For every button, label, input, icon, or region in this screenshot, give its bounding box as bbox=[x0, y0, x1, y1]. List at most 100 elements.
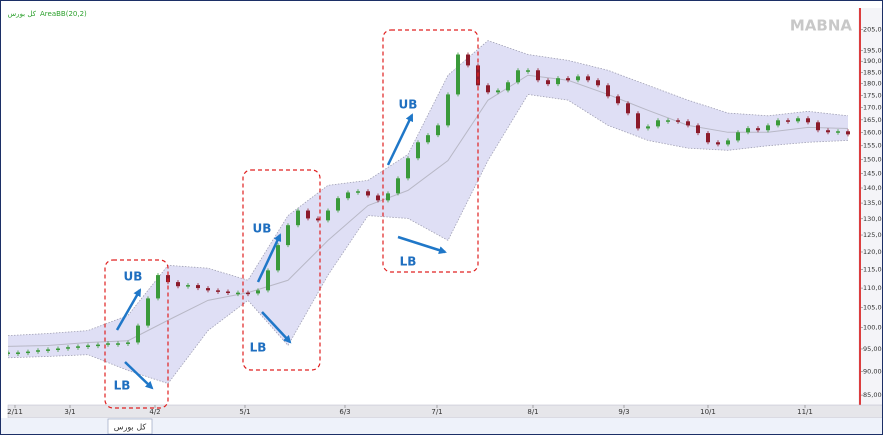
x-tick-label: 5/1 bbox=[239, 408, 250, 416]
plot-layer bbox=[8, 40, 850, 385]
candle bbox=[296, 210, 300, 226]
candle bbox=[816, 122, 820, 131]
candle bbox=[726, 140, 730, 145]
tab-bar bbox=[0, 418, 883, 435]
y-tick-label: 130,000 bbox=[863, 215, 883, 223]
x-tick-label: 2/11 bbox=[7, 408, 23, 416]
candle bbox=[326, 210, 330, 221]
y-tick-label: 160,000 bbox=[863, 129, 883, 137]
candle bbox=[336, 198, 340, 211]
symbol-tab-label[interactable]: کل بورس bbox=[114, 423, 147, 432]
y-tick-label: 185,000 bbox=[863, 68, 883, 76]
candle bbox=[506, 82, 510, 91]
candle bbox=[796, 118, 800, 122]
y-tick-label: 110,000 bbox=[863, 284, 883, 292]
candle bbox=[316, 218, 320, 221]
candle bbox=[566, 78, 570, 81]
candle bbox=[686, 121, 690, 126]
y-tick-label: 135,000 bbox=[863, 199, 883, 207]
candle bbox=[276, 245, 280, 271]
y-tick-label: 95,000 bbox=[863, 345, 883, 353]
y-tick-label: 90,000 bbox=[863, 367, 883, 375]
candle bbox=[286, 225, 290, 246]
y-tick-label: 175,000 bbox=[863, 91, 883, 99]
candle bbox=[116, 343, 120, 345]
candle bbox=[176, 282, 180, 287]
candle bbox=[46, 349, 50, 351]
arrow bbox=[386, 113, 414, 166]
candle bbox=[556, 78, 560, 85]
annotation-label: UB bbox=[399, 98, 418, 112]
candle bbox=[126, 342, 130, 344]
candle bbox=[386, 193, 390, 201]
x-tick-label: 3/1 bbox=[64, 408, 75, 416]
candle bbox=[236, 292, 240, 295]
candle bbox=[616, 96, 620, 104]
candle bbox=[786, 120, 790, 122]
candle bbox=[746, 128, 750, 133]
x-tick-label: 9/3 bbox=[618, 408, 629, 416]
candle bbox=[86, 345, 90, 347]
candle bbox=[196, 285, 200, 289]
candle bbox=[406, 158, 410, 179]
y-tick-label: 125,000 bbox=[863, 231, 883, 239]
candle bbox=[206, 288, 210, 291]
candle bbox=[756, 128, 760, 131]
highlight-box bbox=[382, 29, 479, 273]
candle bbox=[366, 191, 370, 196]
y-tick-label: 120,000 bbox=[863, 248, 883, 256]
candle bbox=[76, 346, 80, 348]
x-tick-label: 8/1 bbox=[527, 408, 538, 416]
arrow bbox=[256, 233, 282, 283]
band-middle bbox=[8, 74, 849, 347]
y-tick-label: 205,000 bbox=[863, 26, 883, 34]
candle bbox=[8, 352, 10, 354]
candle bbox=[536, 70, 540, 81]
candle bbox=[646, 126, 650, 129]
candle bbox=[16, 352, 20, 354]
candle bbox=[526, 70, 530, 72]
y-tick-label: 140,000 bbox=[863, 184, 883, 192]
candle bbox=[736, 132, 740, 141]
candle bbox=[226, 291, 230, 294]
y-tick-label: 115,000 bbox=[863, 266, 883, 274]
x-tick-label: 11/1 bbox=[797, 408, 813, 416]
annotation-label: LB bbox=[250, 341, 267, 355]
candle bbox=[146, 298, 150, 326]
annotation-label: LB bbox=[400, 255, 417, 269]
band-lower bbox=[8, 93, 849, 385]
candle bbox=[486, 85, 490, 93]
candle bbox=[826, 130, 830, 133]
candle bbox=[346, 192, 350, 199]
candle bbox=[806, 118, 810, 123]
legend-symbol: کل بورس bbox=[8, 10, 37, 18]
candle bbox=[766, 125, 770, 131]
candle bbox=[846, 131, 850, 135]
candle bbox=[96, 344, 100, 347]
x-tick-label: 4/2 bbox=[149, 408, 160, 416]
candle bbox=[136, 325, 140, 343]
candle bbox=[636, 113, 640, 129]
x-axis-panel bbox=[7, 404, 883, 419]
y-axis: 85,000 90,000 95,000 100,000 105,000 110,000 1… bbox=[861, 26, 883, 399]
highlight-box bbox=[242, 169, 321, 371]
y-tick-label: 105,000 bbox=[863, 303, 883, 311]
candle bbox=[266, 270, 270, 291]
band-upper bbox=[8, 40, 849, 337]
candle bbox=[716, 142, 720, 145]
candle bbox=[496, 90, 500, 93]
annotation-label: UB bbox=[253, 222, 272, 236]
arrow bbox=[261, 311, 292, 344]
candle bbox=[306, 210, 310, 219]
candle bbox=[186, 285, 190, 287]
candle bbox=[396, 178, 400, 194]
candle bbox=[836, 131, 840, 133]
arrow bbox=[124, 361, 154, 390]
candle bbox=[256, 290, 260, 294]
candle bbox=[706, 133, 710, 143]
candle bbox=[546, 80, 550, 85]
candle bbox=[416, 142, 420, 159]
candle bbox=[586, 76, 590, 81]
